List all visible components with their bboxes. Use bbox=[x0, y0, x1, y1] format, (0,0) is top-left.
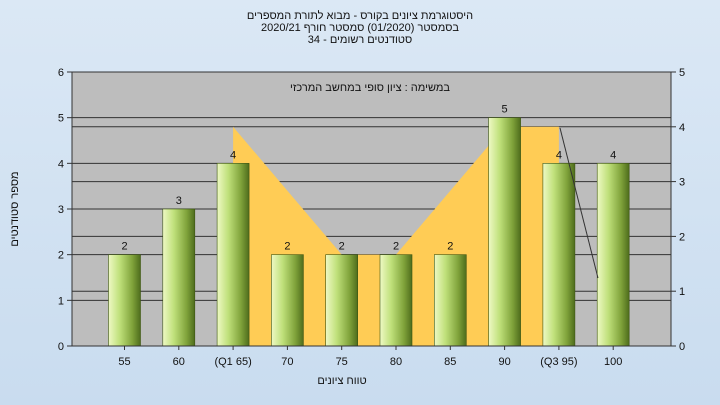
x-axis-ticks: 55 60 (Q1 65) 70 75 80 85 90 (Q3 95) 100 bbox=[118, 346, 622, 368]
chart-title-line-2: בסמסטר (01/2020) סמסטר חורף 2020/21 bbox=[260, 22, 460, 34]
trend-line bbox=[559, 127, 599, 279]
data-label-7: 5 bbox=[502, 104, 508, 116]
chart-annotation: במשימה : ציון סופי במחשב המרכזי bbox=[290, 82, 450, 94]
chart-titles: היסטוגרמת ציונים בקורס - מבוא לתורת המספ… bbox=[0, 10, 720, 46]
bar-7 bbox=[488, 117, 521, 347]
x-tick-label-7: 90 bbox=[498, 356, 510, 368]
y-tick-label-6: 6 bbox=[58, 67, 64, 79]
data-label-0: 2 bbox=[121, 241, 127, 253]
y2-tick-label-1: 1 bbox=[679, 286, 685, 298]
data-label-1: 3 bbox=[176, 195, 182, 207]
data-label-6: 2 bbox=[447, 241, 453, 253]
chart-title-line-3: 34 - סטודנטים רשומים bbox=[307, 34, 413, 46]
y-tick-label-0: 0 bbox=[58, 341, 64, 353]
bar-9 bbox=[596, 163, 630, 347]
bar-4 bbox=[325, 254, 359, 347]
bar-5 bbox=[379, 254, 413, 347]
x-axis-label: טווח ציונים bbox=[317, 375, 366, 387]
data-label-5: 2 bbox=[393, 241, 399, 253]
x-tick-label-2: (Q1 65) bbox=[214, 356, 251, 368]
bar-series bbox=[108, 117, 630, 347]
bar-8 bbox=[542, 163, 576, 347]
y2-tick-label-4: 4 bbox=[679, 122, 685, 134]
bar-0 bbox=[108, 254, 141, 347]
y2-tick-label-5: 5 bbox=[679, 67, 685, 79]
data-label-2: 4 bbox=[230, 149, 236, 161]
data-label-8: 4 bbox=[556, 149, 562, 161]
x-tick-label-4: 75 bbox=[336, 356, 348, 368]
y-tick-label-2: 2 bbox=[58, 250, 64, 262]
x-tick-label-1: 60 bbox=[173, 356, 185, 368]
y-axis-label: מספר סטודנטים bbox=[9, 171, 21, 246]
y2-tick-label-2: 2 bbox=[679, 231, 685, 243]
y2-tick-label-0: 0 bbox=[679, 341, 685, 353]
x-tick-label-0: 55 bbox=[118, 356, 130, 368]
x-tick-label-5: 80 bbox=[390, 356, 402, 368]
data-label-3: 2 bbox=[284, 241, 290, 253]
bar-1 bbox=[162, 208, 196, 347]
data-label-4: 2 bbox=[339, 241, 345, 253]
y-axis-ticks: 0 1 2 3 4 5 6 bbox=[58, 67, 72, 353]
y2-tick-label-3: 3 bbox=[679, 177, 685, 189]
x-tick-label-9: 100 bbox=[604, 356, 622, 368]
y-tick-label-5: 5 bbox=[58, 113, 64, 125]
y-tick-label-4: 4 bbox=[58, 158, 64, 170]
bar-6 bbox=[433, 254, 467, 347]
x-tick-label-6: 85 bbox=[444, 356, 456, 368]
bar-3 bbox=[271, 254, 304, 347]
x-tick-label-3: 70 bbox=[281, 356, 293, 368]
y2-axis-ticks: 0 1 2 3 4 5 bbox=[671, 67, 685, 353]
bar-2 bbox=[216, 163, 250, 347]
x-tick-label-8: (Q3 95) bbox=[540, 356, 577, 368]
y-tick-label-1: 1 bbox=[58, 295, 64, 307]
data-labels: 2 3 4 2 2 2 2 5 4 4 bbox=[121, 104, 616, 253]
area-series bbox=[233, 126, 559, 346]
y-tick-label-3: 3 bbox=[58, 204, 64, 216]
chart-title-line-1: היסטוגרמת ציונים בקורס - מבוא לתורת המספ… bbox=[246, 10, 474, 22]
data-label-9: 4 bbox=[610, 149, 616, 161]
